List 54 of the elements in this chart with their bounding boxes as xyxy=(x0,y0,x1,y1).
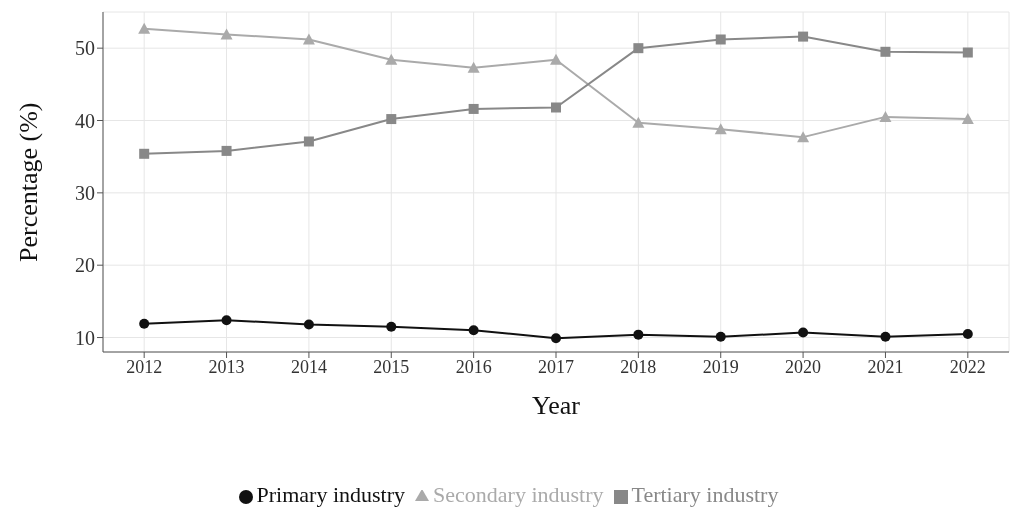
x-tick-label: 2017 xyxy=(538,356,574,377)
y-tick-label: 10 xyxy=(75,326,95,349)
point xyxy=(715,331,726,342)
legend-label: Tertiary industry xyxy=(631,482,779,507)
point xyxy=(879,110,892,122)
point xyxy=(468,103,479,114)
point xyxy=(138,22,151,34)
point xyxy=(303,319,314,330)
point xyxy=(632,116,645,128)
x-tick-label: 2018 xyxy=(620,356,657,377)
y-tick-label: 30 xyxy=(75,181,95,204)
point xyxy=(551,102,561,113)
point xyxy=(221,315,232,326)
point xyxy=(798,31,809,42)
x-tick-label: 2020 xyxy=(785,356,822,377)
point xyxy=(468,325,479,336)
y-axis-title: Percentage (%) xyxy=(14,102,44,262)
x-tick-label: 2014 xyxy=(290,356,327,377)
x-tick-label: 2019 xyxy=(702,356,739,377)
y-tick-label: 50 xyxy=(75,37,95,60)
point xyxy=(221,145,232,156)
point xyxy=(385,53,398,65)
point xyxy=(797,131,810,143)
point xyxy=(962,47,973,58)
x-tick-label: 2015 xyxy=(373,356,410,377)
y-tick-label: 20 xyxy=(75,254,95,277)
x-axis-title: Year xyxy=(532,391,581,420)
point xyxy=(386,114,397,125)
point xyxy=(139,318,150,329)
point xyxy=(551,333,561,344)
legend-label: Primary industry xyxy=(256,482,406,507)
point xyxy=(302,33,315,45)
legend-label: Secondary industry xyxy=(433,482,604,507)
point xyxy=(220,28,233,40)
point xyxy=(303,136,314,147)
x-tick-label: 2013 xyxy=(208,356,245,377)
point xyxy=(880,46,891,57)
x-tick-label: 2012 xyxy=(126,356,163,377)
point xyxy=(467,61,480,73)
point xyxy=(798,327,809,338)
x-tick-label: 2016 xyxy=(455,356,492,377)
y-tick-label: 40 xyxy=(75,109,95,132)
point xyxy=(386,321,397,332)
x-tick-label: 2022 xyxy=(949,356,986,377)
point xyxy=(714,123,727,135)
point xyxy=(550,53,562,65)
point xyxy=(962,328,973,339)
point xyxy=(633,329,644,340)
point xyxy=(139,148,150,159)
point xyxy=(961,113,974,125)
point xyxy=(715,34,726,45)
x-tick-label: 2021 xyxy=(867,356,904,377)
point xyxy=(633,43,644,54)
point xyxy=(880,331,891,342)
